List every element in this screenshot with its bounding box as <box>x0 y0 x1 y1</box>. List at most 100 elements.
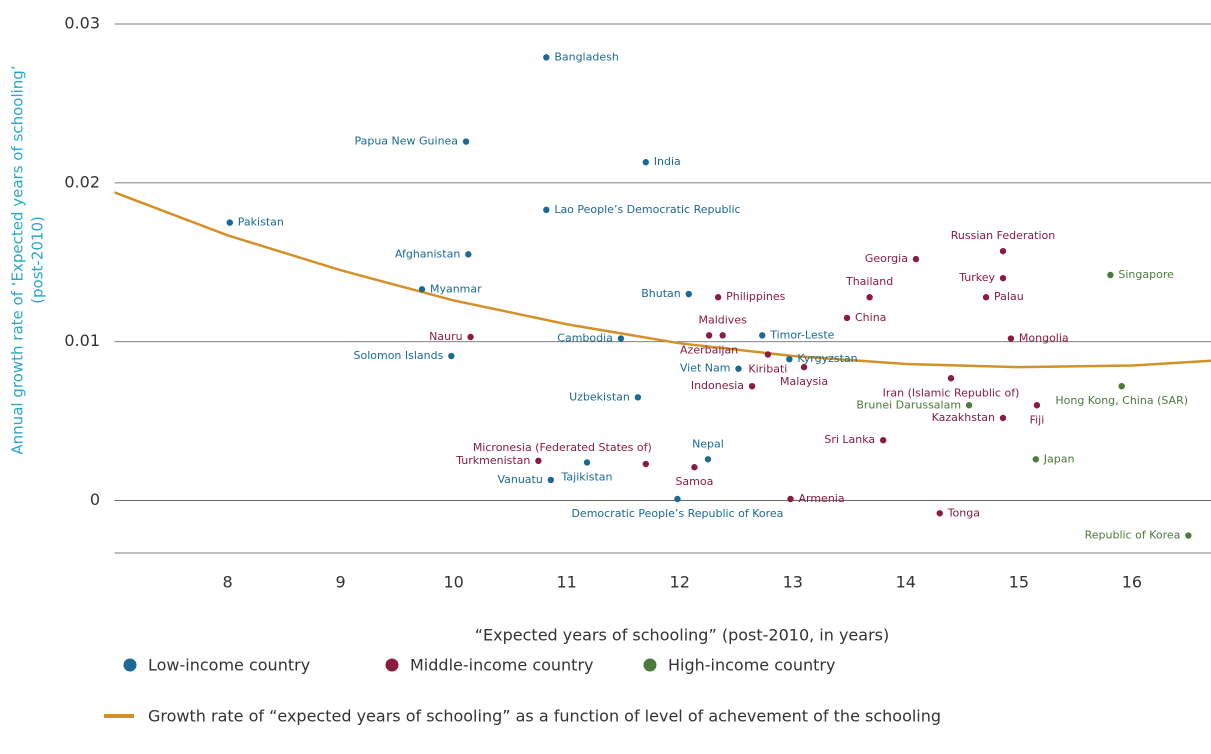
data-point <box>786 355 793 363</box>
point-label: Japan <box>1043 452 1075 465</box>
x-axis-title: “Expected years of schooling” (post-2010… <box>475 626 889 645</box>
point-label: Republic of Korea <box>1085 529 1181 542</box>
y-tick-label: 0.02 <box>64 172 100 191</box>
point-label: Lao People’s Democratic Republic <box>554 203 740 216</box>
point-label: Samoa <box>675 475 713 488</box>
point-label: Brunei Darussalam <box>856 398 961 411</box>
data-point <box>735 365 742 372</box>
point-label: Viet Nam <box>680 362 731 375</box>
point-label: Bangladesh <box>554 50 619 63</box>
data-point <box>465 251 472 258</box>
data-point <box>462 138 470 145</box>
point-label: Solomon Islands <box>353 349 443 362</box>
y-tick-label: 0.03 <box>64 14 100 33</box>
point-label: Tonga <box>947 506 980 519</box>
data-point <box>535 457 542 465</box>
data-point <box>467 333 474 341</box>
data-point <box>642 159 649 166</box>
data-point <box>866 294 873 301</box>
data-point <box>704 456 712 463</box>
point-label: Nepal <box>692 437 724 450</box>
point-label: Georgia <box>865 252 908 265</box>
legend-marker <box>643 658 657 672</box>
x-tick-label: 13 <box>783 573 803 592</box>
point-label: Nauru <box>429 330 462 343</box>
point-label: Democratic People’s Republic of Korea <box>571 507 783 520</box>
point-label: Thailand <box>845 275 893 288</box>
point-label: Bhutan <box>641 287 681 300</box>
data-point <box>543 206 550 214</box>
data-point <box>642 460 649 468</box>
point-label: Papua New Guinea <box>354 135 458 148</box>
point-label: Kyrgyzstan <box>797 352 857 365</box>
point-label: Armenia <box>798 492 844 505</box>
data-point <box>1032 456 1039 463</box>
data-point <box>912 255 920 263</box>
legend-label: Middle-income country <box>410 656 594 675</box>
y-tick-label: 0.01 <box>64 331 100 350</box>
data-point <box>787 495 794 503</box>
legend-label: Low-income country <box>148 656 310 675</box>
point-label: Hong Kong, China (SAR) <box>1055 394 1188 407</box>
data-point <box>1107 271 1114 279</box>
data-point <box>936 510 943 517</box>
point-label: Russian Federation <box>951 229 1055 242</box>
x-tick-label: 9 <box>335 573 345 592</box>
point-label: Kazakhstan <box>932 411 995 424</box>
point-label: India <box>654 155 681 168</box>
data-point <box>800 363 808 371</box>
data-point <box>705 332 713 339</box>
data-point <box>1118 382 1125 390</box>
data-point <box>714 294 722 301</box>
point-label: Philippines <box>726 290 786 303</box>
x-tick-label: 8 <box>222 573 232 592</box>
legend-marker <box>123 658 137 672</box>
point-label: Tajikistan <box>561 470 613 483</box>
legend-label: Growth rate of “expected years of school… <box>148 707 941 726</box>
fit-curve <box>114 191 1211 369</box>
data-point <box>1033 402 1041 409</box>
data-point <box>674 495 681 503</box>
point-label: Myanmar <box>430 282 482 295</box>
data-point <box>879 437 887 444</box>
point-label: Sri Lanka <box>824 433 875 446</box>
data-point <box>547 476 555 484</box>
x-tick-label: 10 <box>443 573 463 592</box>
point-label: Indonesia <box>691 379 744 392</box>
y-axis-title-line: Annual growth rate of ‘Expected years of… <box>9 65 27 454</box>
point-label: Uzbekistan <box>569 390 630 403</box>
data-point <box>583 459 591 466</box>
data-point <box>982 294 990 301</box>
data-point <box>1007 335 1015 342</box>
data-point <box>947 375 955 382</box>
point-label: Timor-Leste <box>769 328 834 341</box>
x-tick-label: 11 <box>556 573 576 592</box>
data-point <box>999 247 1007 255</box>
point-label: Singapore <box>1118 268 1174 281</box>
data-point <box>617 335 625 342</box>
data-point <box>448 352 455 360</box>
point-label: Pakistan <box>238 216 284 229</box>
point-label: Micronesia (Federated States of) <box>473 441 652 454</box>
point-label: China <box>855 311 886 324</box>
data-point <box>719 332 726 339</box>
point-label: Fiji <box>1030 413 1045 426</box>
x-tick-label: 14 <box>896 573 916 592</box>
data-point <box>965 402 973 409</box>
data-point <box>543 54 550 61</box>
y-axis-title: Annual growth rate of ‘Expected years of… <box>9 65 47 454</box>
x-tick-label: 12 <box>670 573 690 592</box>
data-point <box>1185 532 1192 539</box>
data-point <box>759 332 766 339</box>
point-label: Malaysia <box>780 375 828 388</box>
data-point <box>685 290 692 298</box>
point-label: Kiribati <box>748 362 787 375</box>
point-label: Afghanistan <box>395 247 461 260</box>
point-label: Azerbaijan <box>680 343 738 356</box>
point-label: Vanuatu <box>497 473 542 486</box>
point-label: Mongolia <box>1019 332 1069 345</box>
data-point <box>999 414 1007 422</box>
data-point <box>634 394 642 401</box>
point-label: Palau <box>994 290 1024 303</box>
